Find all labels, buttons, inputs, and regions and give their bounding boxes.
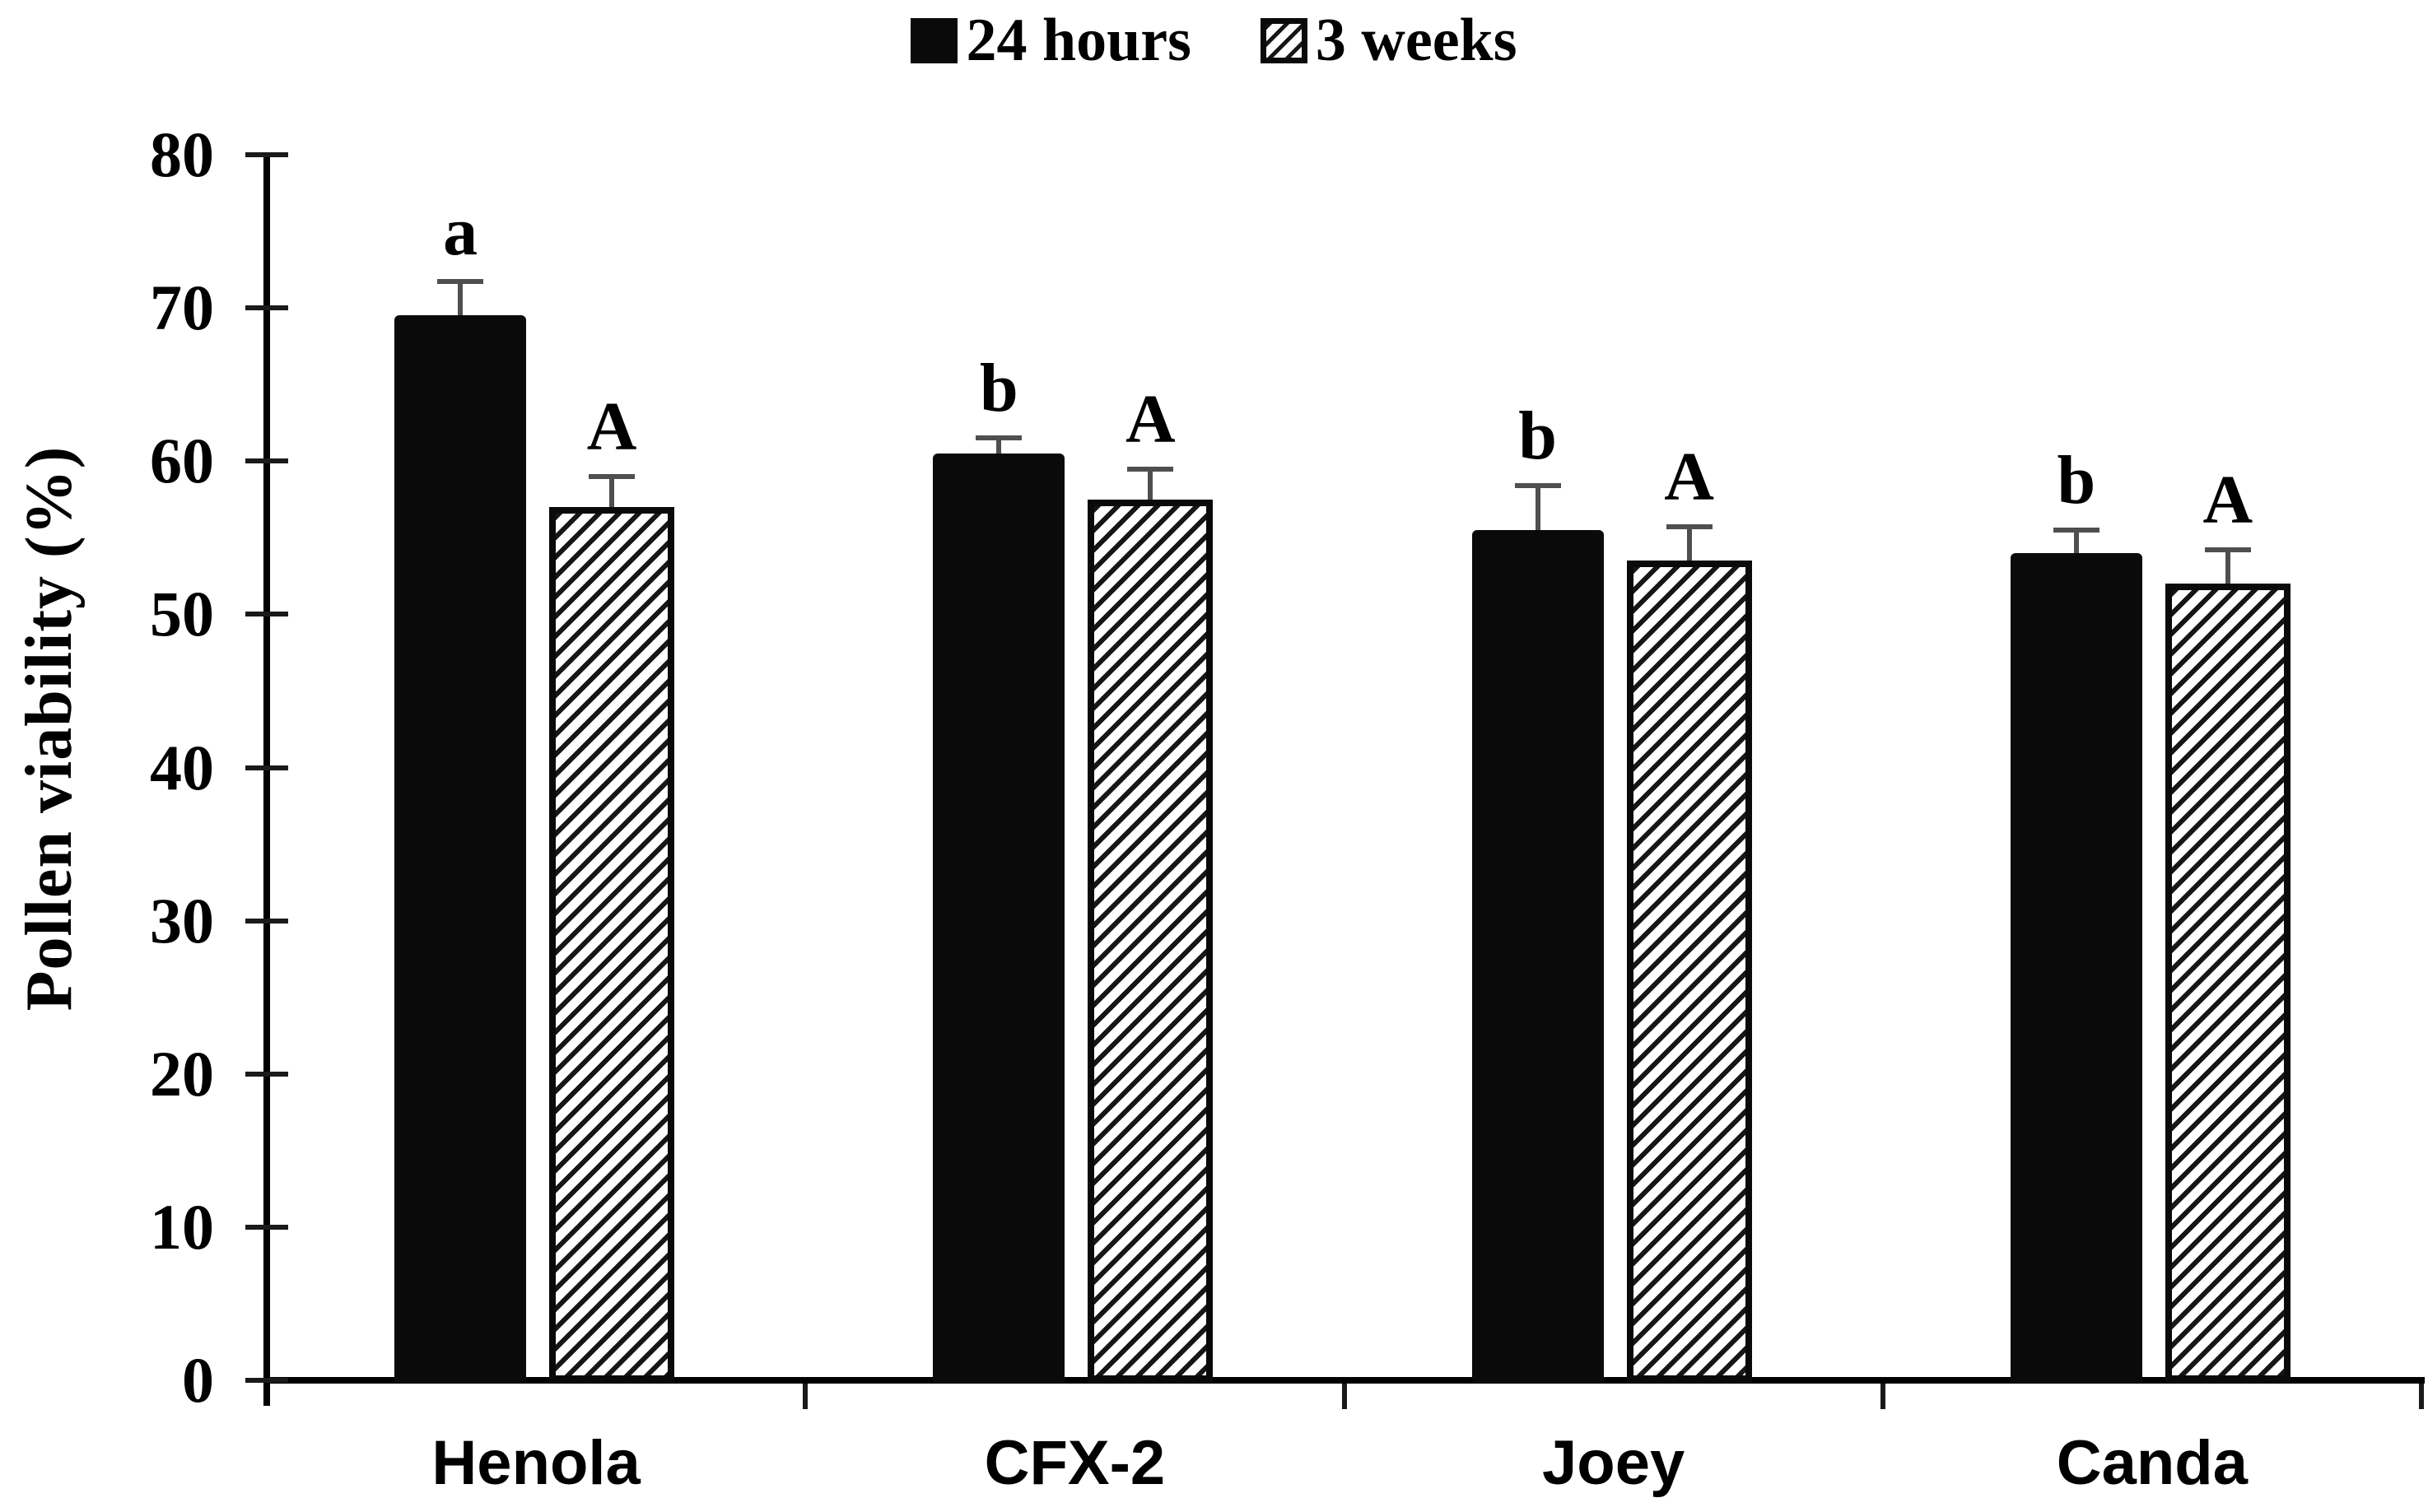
y-tick-label: 10	[150, 1190, 214, 1263]
y-tick-label: 0	[182, 1344, 214, 1416]
solid-black-square-icon	[911, 17, 958, 63]
error-bar	[1535, 486, 1540, 530]
error-bar-cap	[1514, 483, 1561, 489]
y-tick-label: 20	[150, 1037, 214, 1110]
error-bar-cap	[589, 473, 636, 479]
error-bar-cap	[976, 435, 1023, 441]
significance-letter: b	[980, 350, 1018, 427]
error-bar-cap	[1666, 524, 1713, 530]
x-tick-mark	[1880, 1384, 1885, 1409]
significance-letter: b	[2057, 442, 2096, 519]
error-bar	[996, 438, 1002, 454]
bar-24-hours-henola	[394, 315, 527, 1382]
x-tick-mark	[2419, 1384, 2424, 1409]
y-tick-label: 70	[150, 272, 214, 344]
y-axis-line	[263, 152, 270, 1406]
y-tick-mark	[245, 1224, 288, 1230]
y-tick-label: 50	[150, 578, 214, 650]
y-tick-label: 80	[150, 119, 214, 190]
bar-24-hours-canda	[2010, 552, 2142, 1382]
x-category-label: Henola	[431, 1428, 641, 1498]
y-tick-mark	[245, 305, 288, 311]
error-bar	[458, 281, 464, 316]
bar-24-hours-joey	[1471, 530, 1604, 1382]
significance-letter: A	[586, 388, 637, 465]
hatched-square-icon	[1260, 17, 1307, 63]
significance-letter: A	[1125, 380, 1176, 458]
x-category-label: Joey	[1542, 1428, 1685, 1498]
legend-item: 24 hours	[911, 10, 1191, 71]
y-tick-mark	[245, 612, 288, 617]
y-tick-mark	[245, 152, 288, 157]
legend: 24 hours 3 weeks	[0, 10, 2428, 71]
error-bar	[2073, 530, 2079, 553]
bar-3-weeks-joey	[1626, 561, 1752, 1382]
bar-24-hours-cfx-2	[933, 453, 1065, 1382]
y-tick-label: 60	[150, 425, 214, 497]
significance-letter: A	[2202, 462, 2253, 539]
bar-3-weeks-cfx-2	[1088, 499, 1214, 1382]
bar-3-weeks-henola	[549, 507, 675, 1382]
x-axis-line	[263, 1377, 2425, 1384]
error-bar-cap	[2053, 528, 2099, 533]
legend-item-label: 24 hours	[966, 7, 1191, 74]
x-category-label: Canda	[2056, 1428, 2249, 1498]
x-tick-mark	[803, 1384, 809, 1409]
x-category-label: CFX-2	[984, 1428, 1166, 1498]
significance-letter: b	[1518, 398, 1557, 475]
y-tick-mark	[245, 458, 288, 464]
error-bar	[609, 476, 615, 508]
legend-item: 3 weeks	[1260, 7, 1517, 74]
y-tick-mark	[245, 1378, 288, 1383]
error-bar-cap	[1127, 466, 1174, 472]
y-tick-label: 40	[150, 731, 214, 803]
error-bar	[1148, 468, 1153, 500]
legend-item-label: 3 weeks	[1315, 7, 1517, 74]
y-tick-mark	[245, 918, 288, 923]
y-tick-mark	[245, 1071, 288, 1077]
error-bar	[1686, 527, 1692, 561]
error-bar-cap	[437, 279, 484, 285]
significance-letter: a	[443, 193, 478, 271]
bar-3-weeks-canda	[2165, 584, 2291, 1382]
x-tick-mark	[1341, 1384, 1347, 1409]
y-tick-mark	[245, 765, 288, 770]
error-bar	[2225, 550, 2230, 584]
significance-letter: A	[1664, 439, 1714, 516]
error-bar-cap	[2204, 547, 2251, 553]
y-tick-label: 30	[150, 884, 214, 956]
